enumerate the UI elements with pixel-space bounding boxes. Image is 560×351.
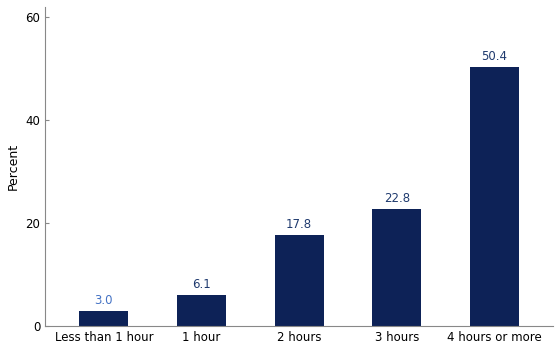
Text: 22.8: 22.8 [384,192,410,205]
Bar [470,67,519,326]
Bar [372,209,421,326]
Text: 6.1: 6.1 [192,278,211,291]
Text: 3.0: 3.0 [95,294,113,307]
Bar [177,295,226,326]
Text: 50.4: 50.4 [482,50,507,63]
Text: 17.8: 17.8 [286,218,312,231]
Bar [275,234,324,326]
Y-axis label: Percent: Percent [7,143,20,190]
Bar [80,311,128,326]
